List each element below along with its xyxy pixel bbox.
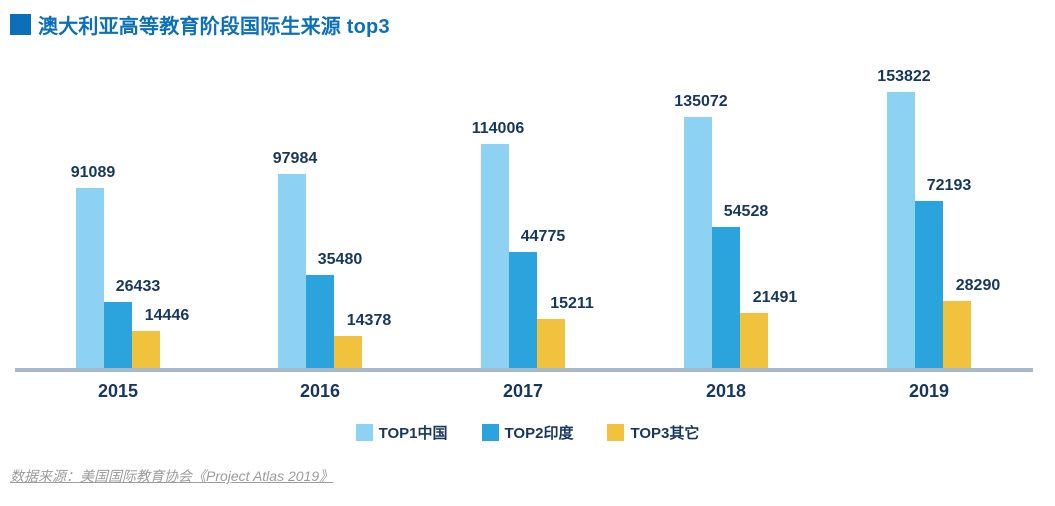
bar-2018-series1 — [684, 117, 712, 368]
x-axis-label-2015: 2015 — [97, 381, 139, 401]
bar-value-label: 44775 — [520, 228, 566, 245]
x-axis-label-2017: 2017 — [502, 381, 544, 401]
x-axis-label-2018: 2018 — [705, 381, 747, 401]
bar-2015-series3 — [132, 331, 160, 368]
bar-2016-series1 — [278, 174, 306, 368]
legend-item-top1: TOP1中国 — [355, 422, 448, 443]
legend-item-top2: TOP2印度 — [481, 422, 574, 443]
bar-2017-series2 — [509, 252, 537, 368]
bar-2018-series3 — [740, 313, 768, 368]
bar-2019-series2 — [915, 201, 943, 368]
bar-2018-series2 — [712, 227, 740, 368]
x-axis-label-2016: 2016 — [299, 381, 341, 401]
bar-2015-series1 — [76, 188, 104, 368]
bar-2016-series2 — [306, 275, 334, 368]
source-note-link[interactable]: 数据来源：美国国际教育协会《Project Atlas 2019》 — [10, 468, 334, 484]
bar-value-label: 114006 — [471, 120, 525, 137]
legend-label: TOP1中国 — [378, 425, 448, 442]
legend-swatch — [355, 424, 373, 441]
page-title: 澳大利亚高等教育阶段国际生来源 top3 — [38, 16, 390, 38]
bar-value-label: 97984 — [272, 150, 318, 167]
bar-value-label: 15211 — [550, 295, 594, 312]
legend-swatch — [481, 424, 499, 441]
bar-value-label: 14446 — [144, 307, 190, 324]
bar-2016-series3 — [334, 336, 362, 368]
bar-value-label: 28290 — [955, 277, 1001, 294]
legend-swatch — [607, 424, 625, 441]
bar-2019-series3 — [943, 301, 971, 368]
bar-2017-series1 — [481, 144, 509, 368]
bar-value-label: 135072 — [674, 93, 728, 110]
bar-value-label: 91089 — [70, 164, 116, 181]
bar-value-label: 72193 — [926, 177, 972, 194]
bar-value-label: 21491 — [752, 289, 798, 306]
bar-value-label: 54528 — [723, 203, 769, 220]
bar-2019-series1 — [887, 92, 915, 368]
chart-title-row: 澳大利亚高等教育阶段国际生来源 top3 — [10, 10, 390, 39]
bar-value-label: 35480 — [317, 251, 363, 268]
x-axis-label-2019: 2019 — [908, 381, 950, 401]
bar-value-label: 14378 — [346, 312, 392, 329]
bar-2017-series3 — [537, 319, 565, 368]
legend: TOP1中国 TOP2印度 TOP3其它 — [0, 422, 1055, 443]
x-axis-line — [15, 368, 1033, 372]
bar-value-label: 153822 — [877, 68, 931, 85]
legend-item-top3: TOP3其它 — [607, 422, 699, 443]
bar-value-label: 26433 — [115, 278, 161, 295]
legend-label: TOP3其它 — [630, 425, 700, 442]
bar-2015-series2 — [104, 302, 132, 368]
legend-label: TOP2印度 — [504, 425, 574, 442]
title-marker-icon — [10, 14, 31, 35]
